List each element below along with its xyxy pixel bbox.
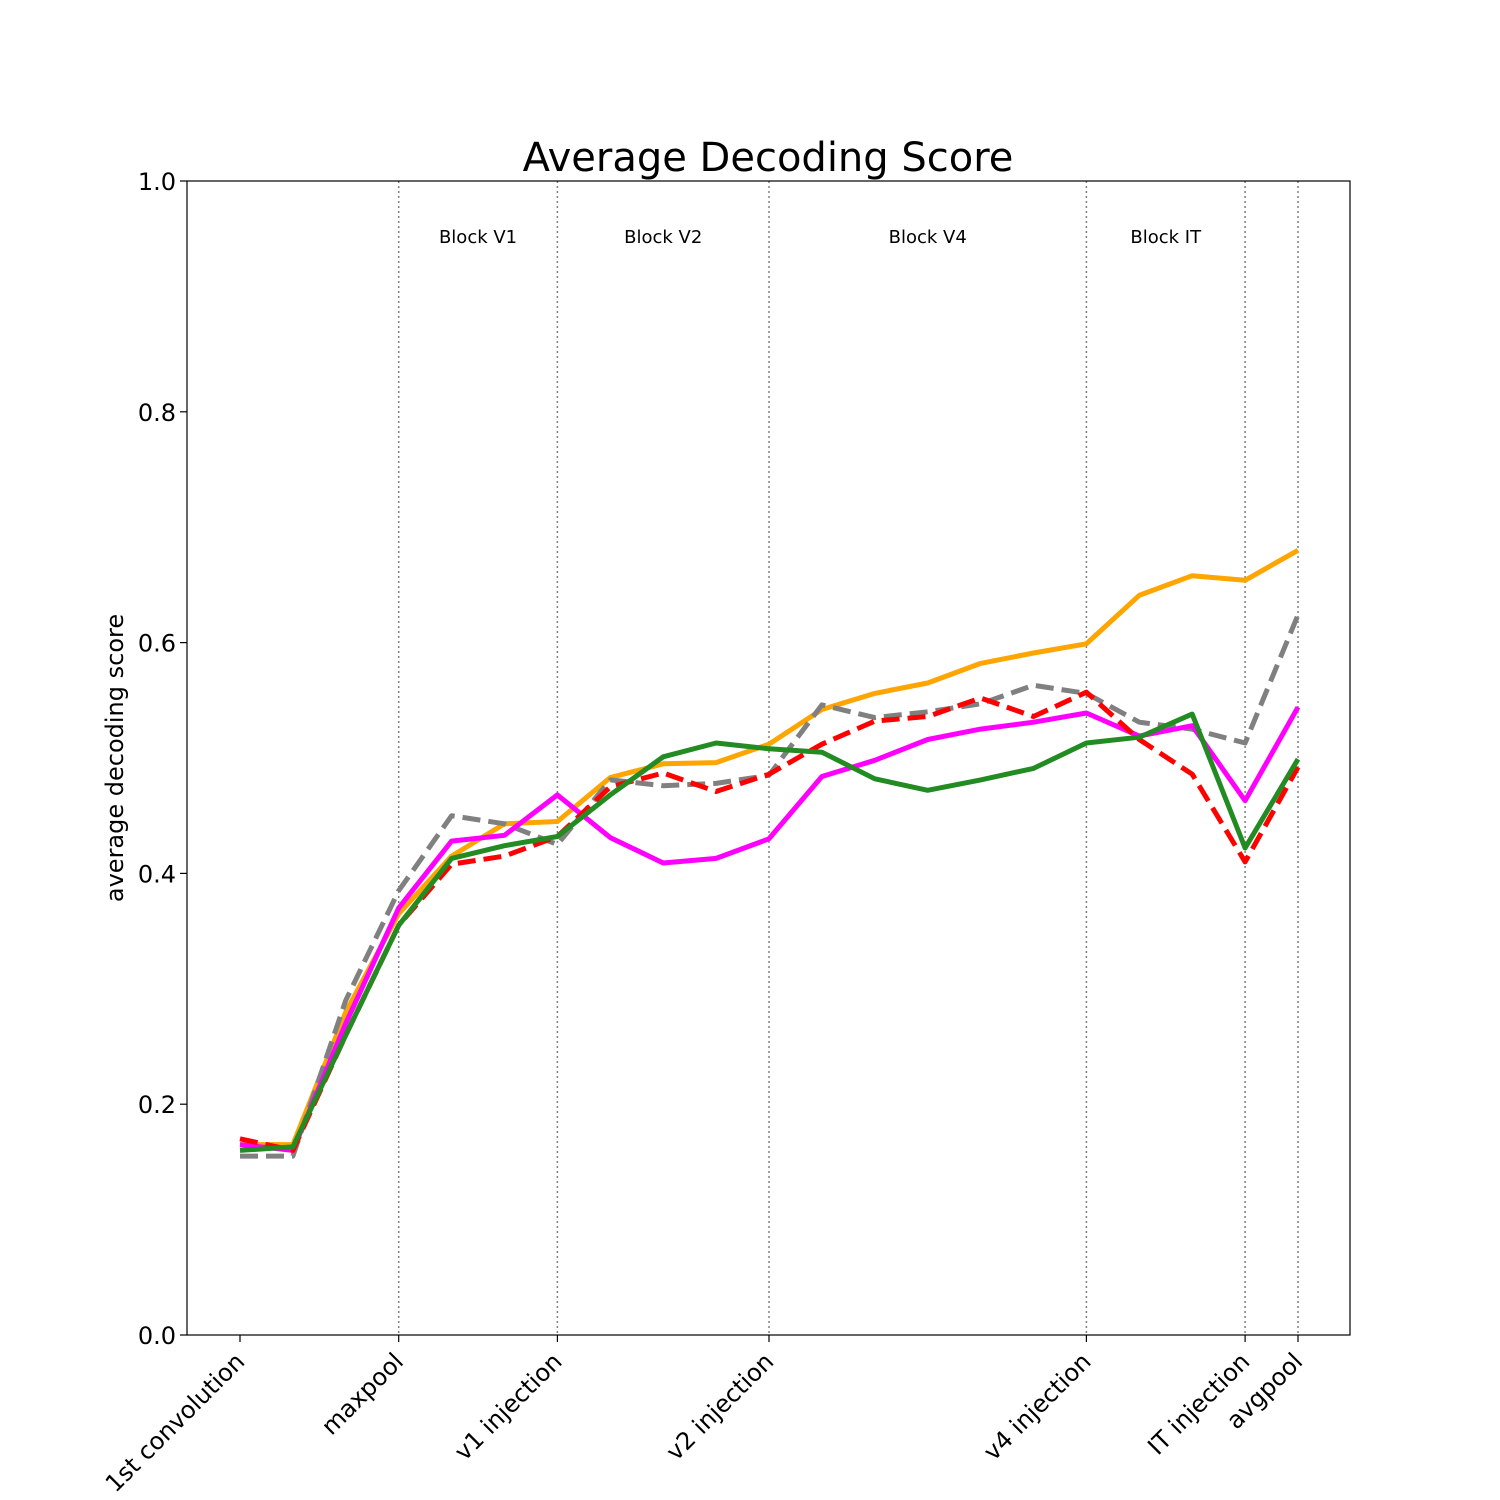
series-lines xyxy=(239,548,1301,1159)
x-tick-label-0: 1st convolution xyxy=(100,1347,250,1497)
x-axis: 1st convolution maxpool v1 injection v2 inj… xyxy=(100,1335,1308,1498)
y-tick-label-3: 0.6 xyxy=(138,630,176,658)
x-tick-label-2: v1 injection xyxy=(449,1347,568,1466)
block-label-2: Block V4 xyxy=(889,227,967,248)
series-line-4 xyxy=(239,711,1301,1153)
block-label-0: Block V1 xyxy=(439,227,517,248)
y-tick-label-1: 0.2 xyxy=(138,1091,176,1119)
chart-title: Average Decoding Score xyxy=(523,135,1014,181)
x-tick-label-3: v2 injection xyxy=(661,1347,780,1466)
y-tick-label-5: 1.0 xyxy=(138,168,176,196)
block-boundaries xyxy=(397,181,1299,1335)
series-line-2 xyxy=(239,705,1301,1153)
block-label-3: Block IT xyxy=(1130,227,1202,248)
block-label-1: Block V2 xyxy=(624,227,702,248)
y-tick-label-4: 0.8 xyxy=(138,399,176,427)
block-labels: Block V1 Block V2 Block V4 Block IT xyxy=(439,227,1202,248)
x-tick-label-1: maxpool xyxy=(316,1347,409,1440)
y-axis: 0.0 0.2 0.4 0.6 0.8 1.0 xyxy=(138,168,187,1350)
series-line-0 xyxy=(240,548,1300,1148)
y-tick-label-0: 0.0 xyxy=(138,1322,176,1350)
x-tick-label-4: v4 injection xyxy=(978,1347,1097,1466)
y-axis-title: average decoding score xyxy=(101,614,129,902)
y-tick-label-2: 0.4 xyxy=(138,860,176,888)
